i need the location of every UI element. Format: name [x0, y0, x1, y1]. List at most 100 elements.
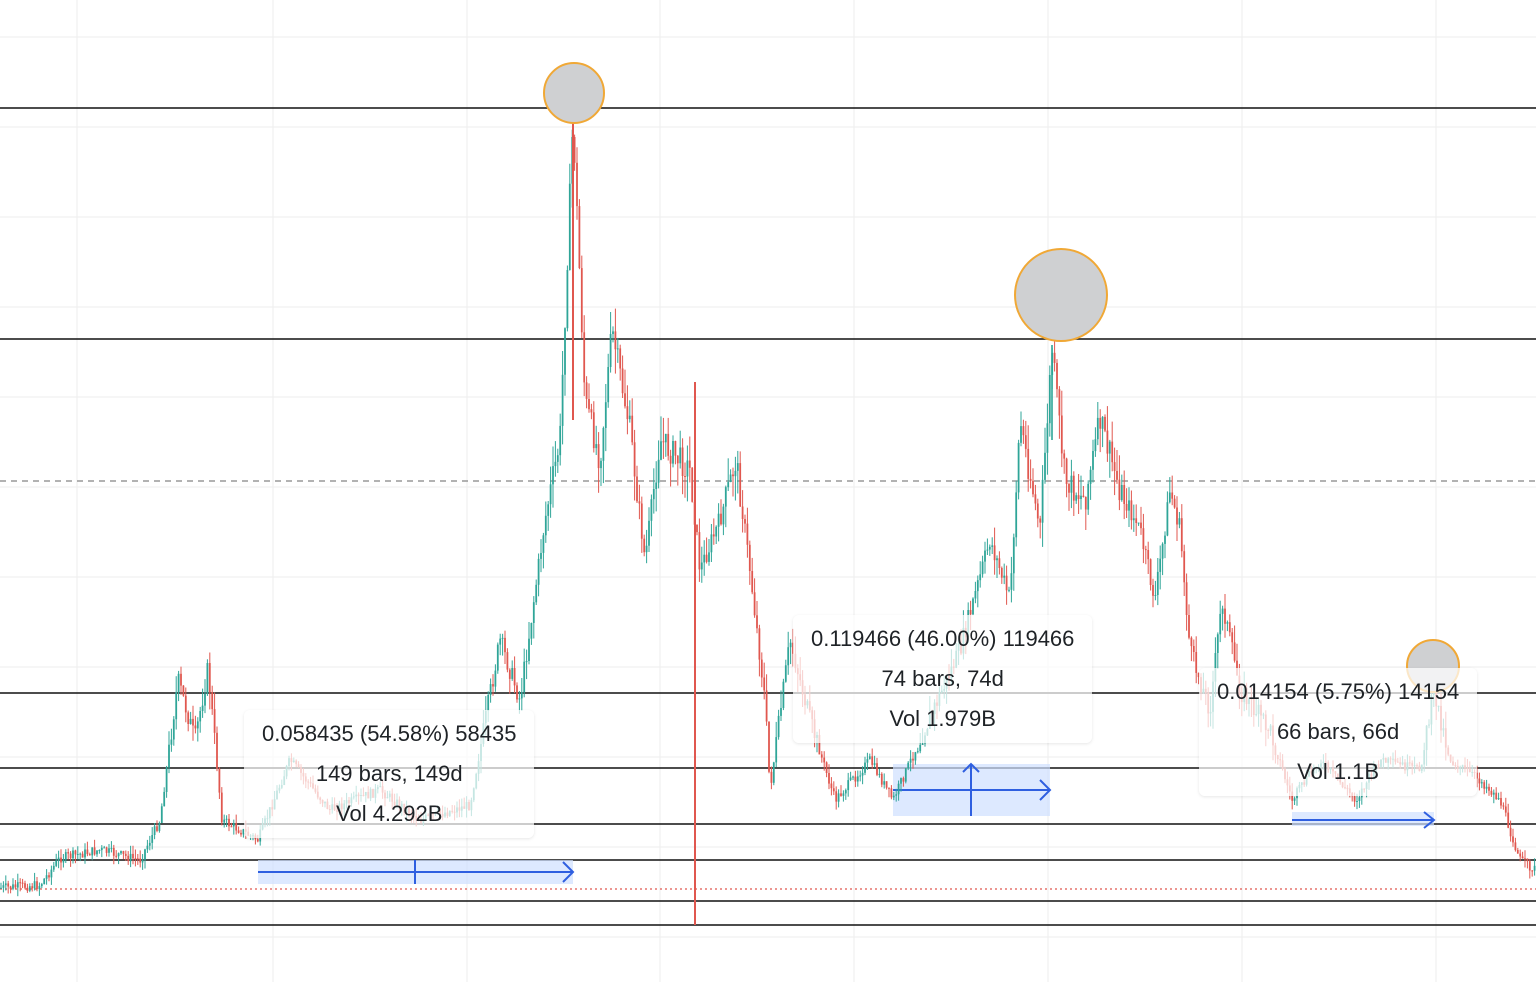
measure-1-change: 0.058435 (54.58%) 58435: [262, 721, 517, 746]
candle-body: [1053, 352, 1056, 363]
candle-body: [669, 455, 672, 464]
candle-body: [36, 881, 38, 890]
candle-body: [914, 752, 917, 761]
candle-body: [1106, 430, 1109, 454]
measure-label-2[interactable]: 0.119466 (46.00%) 119466 74 bars, 74d Vo…: [793, 615, 1093, 743]
candle-body: [88, 854, 91, 856]
candle-body: [753, 592, 756, 616]
measure-arrowhead-3: [1423, 811, 1436, 829]
candle-body: [1171, 492, 1174, 499]
candle-body: [175, 692, 178, 720]
candle-body: [722, 506, 725, 525]
candle-body: [1190, 637, 1193, 647]
candle-body: [712, 534, 715, 537]
candle-body: [1197, 672, 1200, 678]
candle-body: [969, 610, 972, 615]
candle-body: [499, 638, 502, 645]
candle-body: [1291, 791, 1294, 801]
candle-body: [1128, 500, 1130, 511]
candle-body: [14, 884, 17, 888]
candle-body: [655, 482, 658, 489]
candle-body: [578, 206, 581, 268]
candle-body: [84, 849, 86, 858]
candle-body: [199, 711, 202, 722]
candle-body: [780, 708, 782, 716]
candle-body: [1003, 575, 1006, 578]
candle-body: [1120, 485, 1123, 501]
candle-body: [698, 532, 701, 570]
candle-body: [127, 855, 130, 862]
candle-body: [1113, 462, 1116, 471]
candle-body: [76, 854, 79, 855]
candle-body: [559, 425, 562, 456]
candle-body: [568, 183, 571, 270]
candle-body: [1528, 861, 1531, 871]
candle-body: [206, 663, 209, 694]
candle-body: [535, 584, 538, 603]
candle-body: [825, 762, 828, 773]
candle-body: [640, 503, 643, 539]
candle-body: [1233, 642, 1236, 661]
candle-body: [1176, 507, 1178, 525]
candle-body: [652, 489, 655, 500]
candle-body: [621, 368, 624, 394]
candle-body: [727, 482, 730, 488]
candle-body: [160, 806, 163, 823]
candle-body: [1063, 453, 1066, 459]
candle-body: [626, 406, 629, 420]
candle-body: [832, 788, 835, 792]
candle-body: [828, 773, 830, 784]
candle-body: [1017, 442, 1020, 493]
candle-body: [192, 718, 194, 726]
candle-body: [129, 853, 132, 862]
measure-label-1[interactable]: 0.058435 (54.58%) 58435 149 bars, 149d V…: [244, 710, 535, 838]
candle-body: [19, 882, 22, 884]
candle-body: [153, 826, 156, 835]
candle-body: [777, 715, 780, 738]
candle-body: [520, 692, 523, 699]
candle-body: [823, 757, 826, 763]
candle-body: [187, 712, 190, 724]
candle-body: [124, 853, 127, 856]
candle-body: [220, 792, 223, 823]
candle-body: [1135, 518, 1138, 523]
candle-body: [223, 819, 226, 823]
candle-body: [12, 884, 14, 889]
candle-body: [789, 642, 792, 648]
candle-body: [648, 520, 650, 546]
candle-body: [765, 690, 768, 722]
candle-body: [1164, 535, 1166, 544]
candle-body: [561, 374, 564, 426]
candle-body: [79, 853, 82, 855]
candle-body: [1219, 613, 1222, 635]
candle-body: [1509, 827, 1512, 837]
candle-body: [204, 693, 206, 706]
candle-body: [739, 463, 742, 507]
candle-body: [50, 869, 53, 878]
candle-body: [501, 637, 504, 639]
candle-body: [1173, 498, 1176, 508]
candle-body: [43, 878, 46, 885]
candle-body: [1094, 439, 1097, 452]
peak-marker-2: [1014, 248, 1108, 342]
candle-body: [1022, 426, 1025, 436]
candle-body: [895, 794, 898, 796]
candle-body: [487, 695, 490, 711]
candle-body: [237, 830, 240, 833]
candle-body: [213, 709, 216, 733]
candle-body: [1041, 479, 1044, 523]
candle-body: [184, 695, 187, 713]
candle-body: [112, 847, 115, 856]
measure-label-3[interactable]: 0.014154 (5.75%) 14154 66 bars, 66d Vol …: [1199, 668, 1478, 796]
candle-body: [1224, 608, 1226, 624]
candle-body: [1101, 416, 1104, 429]
measure-1-volume: Vol 4.292B: [336, 801, 443, 826]
candle-body: [549, 484, 552, 505]
candle-body: [554, 461, 557, 467]
candle-body: [847, 780, 850, 791]
candle-body: [859, 775, 862, 777]
candle-body: [674, 441, 677, 456]
candle-body: [974, 591, 977, 599]
